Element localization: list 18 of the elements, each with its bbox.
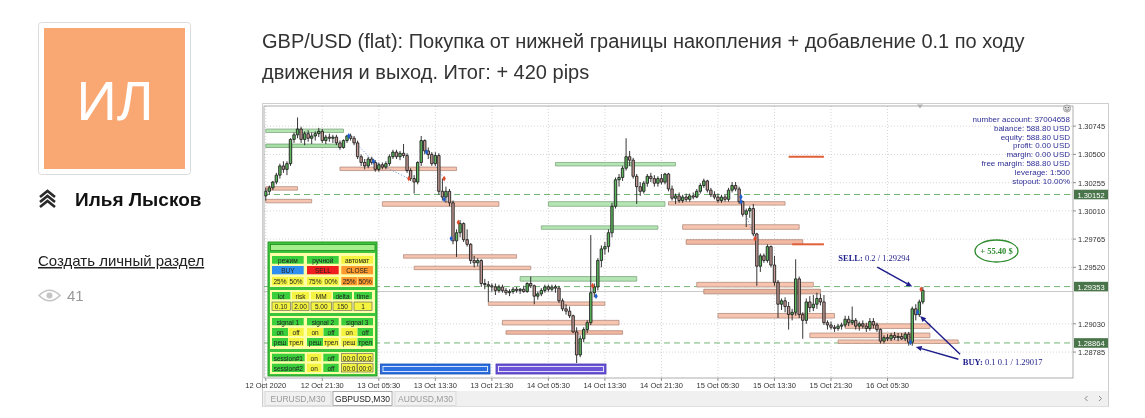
annotation: balance: 588.80 USD xyxy=(993,123,1071,133)
annotation: SELL: 0.2 / 1.29294 xyxy=(838,252,911,263)
text: AUDUSD,M30 xyxy=(398,393,454,404)
chart-title: GBP/USD (flat): Покупка от нижней границы накопления + добавление 0.1 по ходу движения и выход. Итог: + 420 pips xyxy=(262,29,1026,85)
annotation: + 55.40 $ xyxy=(980,246,1014,256)
annotation: leverage: 1:500 xyxy=(1014,167,1071,177)
annotation: profit: 0.00 USD xyxy=(1013,141,1071,151)
text: EURUSD,M30 xyxy=(270,393,326,404)
annotation: margin: 0.00 USD xyxy=(1006,150,1071,160)
text: 41 xyxy=(67,287,84,304)
text: Илья Лысков xyxy=(75,189,202,210)
text: ИЛ xyxy=(76,69,154,132)
annotation: number account: 37004658 xyxy=(972,115,1071,124)
annotation: free margin: 588.80 USD xyxy=(981,159,1071,168)
annotation: stopout: 10.00% xyxy=(1012,176,1070,186)
text: Создать личный раздел xyxy=(38,252,205,269)
annotation: equity: 588.80 USD xyxy=(1000,132,1071,142)
annotation: BUY: 0.1 0.1 / 1.29017 xyxy=(962,356,1043,367)
